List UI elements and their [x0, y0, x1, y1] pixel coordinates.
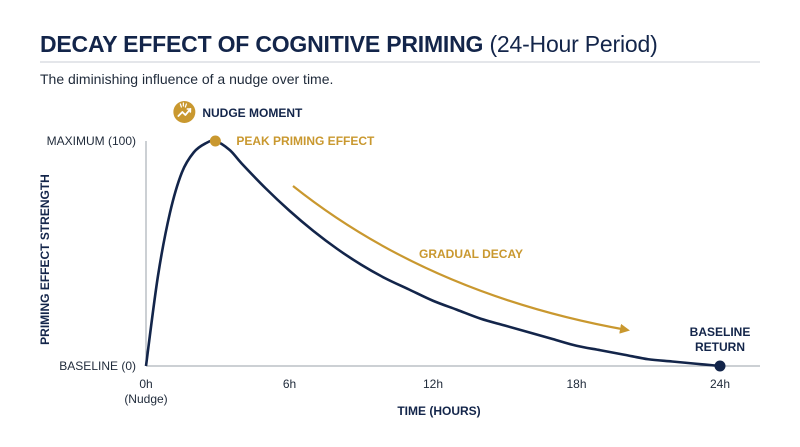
- baseline-return-label-line1: BASELINE: [690, 325, 751, 339]
- x-tick-label: 18h: [566, 377, 586, 391]
- baseline-return-label-line2: RETURN: [695, 340, 745, 354]
- annotations: NUDGE MOMENT PEAK PRIMING EFFECT GRADUAL D…: [173, 101, 750, 354]
- title-divider: [40, 61, 760, 63]
- decay-arrow: [292, 185, 630, 334]
- title-sub: (24-Hour Period): [489, 31, 658, 57]
- y-tick-label: BASELINE (0): [59, 359, 136, 373]
- peak-effect-label: PEAK PRIMING EFFECT: [236, 134, 375, 148]
- y-axis-title: PRIMING EFFECT STRENGTH: [38, 174, 52, 345]
- chart-subtitle: The diminishing influence of a nudge ove…: [40, 71, 334, 87]
- y-tick-label: MAXIMUM (100): [47, 134, 136, 148]
- nudge-moment-label: NUDGE MOMENT: [202, 106, 303, 120]
- chart-header: DECAY EFFECT OF COGNITIVE PRIMING (24-Ho…: [40, 30, 760, 87]
- x-tick-label: 6h: [283, 377, 296, 391]
- x-tick-sublabel: (Nudge): [124, 392, 167, 406]
- decay-curve: [144, 139, 721, 368]
- chart-marks: [144, 135, 726, 372]
- peak-marker: [209, 135, 221, 147]
- title-main: DECAY EFFECT OF COGNITIVE PRIMING: [40, 31, 484, 57]
- chart-title: DECAY EFFECT OF COGNITIVE PRIMING (24-Ho…: [40, 30, 760, 58]
- x-tick-label: 0h: [139, 377, 152, 391]
- x-tick-label: 24h: [710, 377, 730, 391]
- x-tick-label: 12h: [423, 377, 443, 391]
- trending-up-sparkle-icon: [173, 101, 196, 123]
- axes: BASELINE (0) MAXIMUM (100) 0h(Nudge) 6h 12h 1…: [38, 134, 760, 418]
- gradual-decay-label: GRADUAL DECAY: [419, 247, 523, 261]
- baseline-return-marker: [714, 360, 726, 372]
- x-axis-title: TIME (HOURS): [397, 404, 480, 418]
